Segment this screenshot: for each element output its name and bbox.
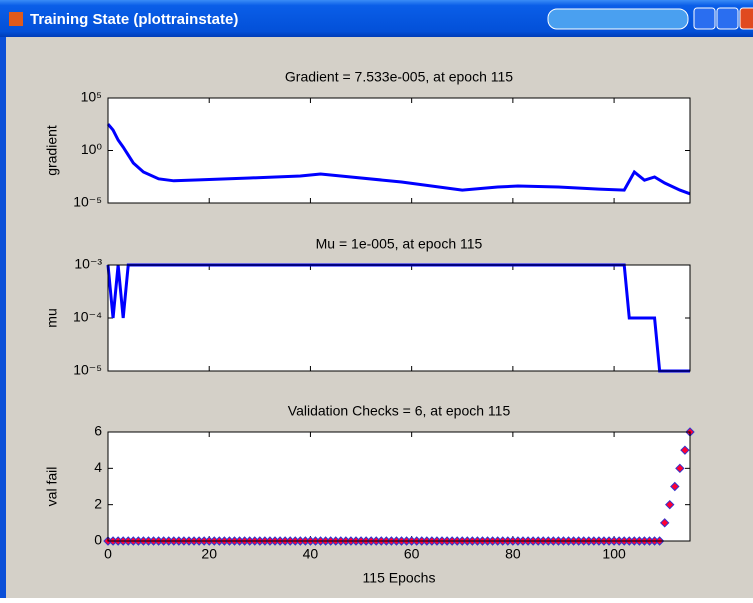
data-point xyxy=(659,518,670,528)
y-tick-label: 10⁻³ xyxy=(74,256,102,272)
x-tick-label: 0 xyxy=(104,546,112,562)
y-axis-label: gradient xyxy=(44,125,60,176)
y-tick-label: 2 xyxy=(94,495,102,511)
x-tick-label: 60 xyxy=(404,546,420,562)
chart-title: Validation Checks = 6, at epoch 115 xyxy=(288,403,511,419)
toolbar-buttons[interactable] xyxy=(547,8,689,30)
y-tick-label: 0 xyxy=(94,532,102,548)
plot-border xyxy=(107,264,691,372)
plot-area xyxy=(108,98,690,203)
data-line xyxy=(106,123,691,196)
minimize-button[interactable] xyxy=(693,7,716,30)
y-tick-label: 10⁻⁵ xyxy=(73,194,102,210)
plot-border xyxy=(107,97,691,204)
x-tick-label: 20 xyxy=(201,546,217,562)
y-axis-label: mu xyxy=(44,308,60,327)
app-icon xyxy=(9,12,23,26)
plot-border xyxy=(107,431,691,542)
plot-area xyxy=(108,265,690,371)
x-tick-label: 80 xyxy=(505,546,521,562)
y-tick-label: 10⁰ xyxy=(81,141,103,157)
chart-title: Mu = 1e-005, at epoch 115 xyxy=(316,236,483,252)
window-title: Training State (plottrainstate) xyxy=(30,11,238,28)
data-point xyxy=(675,463,685,474)
y-tick-label: 10⁻⁵ xyxy=(73,362,102,378)
y-tick-label: 4 xyxy=(94,459,102,475)
data-point xyxy=(670,481,680,492)
data-point xyxy=(680,445,690,455)
y-tick-label: 10⁻⁴ xyxy=(73,309,102,325)
maximize-button[interactable] xyxy=(716,7,739,30)
chart-title: Gradient = 7.533e-005, at epoch 115 xyxy=(285,69,513,85)
close-button[interactable] xyxy=(739,7,753,30)
plot-area xyxy=(108,432,690,541)
data-point xyxy=(665,499,675,510)
x-axis-label: 115 Epochs xyxy=(363,570,436,586)
y-tick-label: 10⁵ xyxy=(81,89,102,105)
x-tick-label: 40 xyxy=(303,546,319,562)
x-tick-label: 100 xyxy=(602,546,626,562)
y-tick-label: 6 xyxy=(94,423,102,439)
y-axis-label: val fail xyxy=(44,467,60,507)
